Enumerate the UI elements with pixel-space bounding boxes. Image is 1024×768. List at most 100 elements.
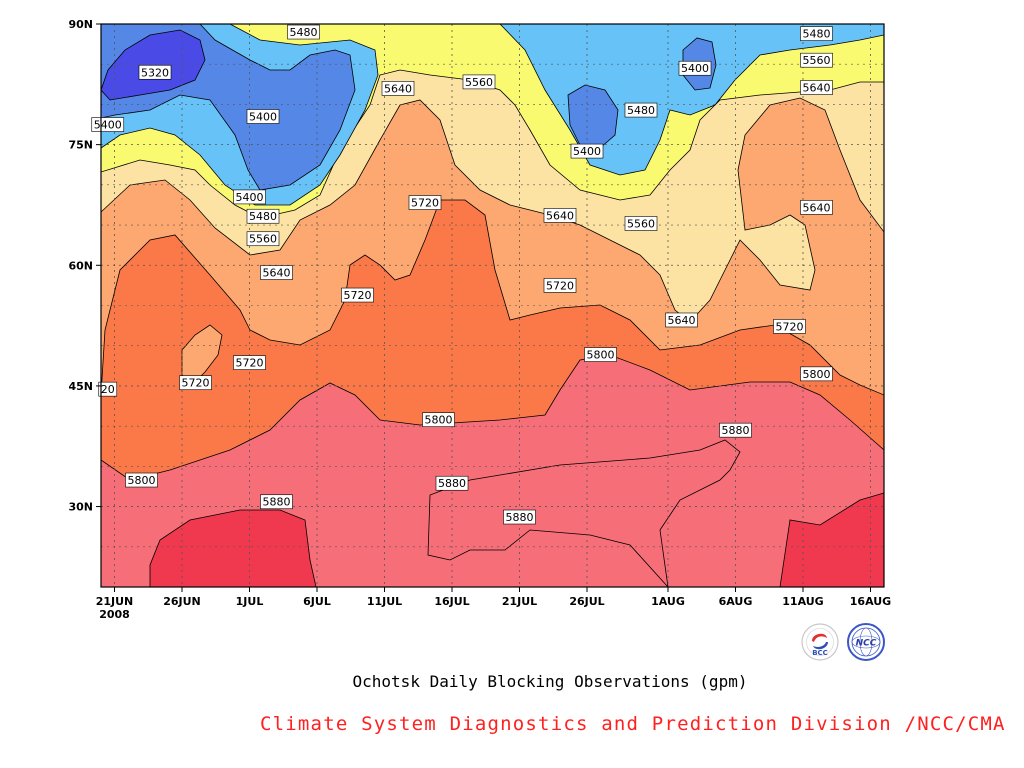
contour-label: 5800 xyxy=(584,347,617,362)
x-tick-label: 16JUL xyxy=(434,595,469,608)
contour-label-text: 5480 xyxy=(803,28,831,41)
contour-label-text: 5720 xyxy=(236,357,264,370)
contour-label: 5880 xyxy=(719,422,752,438)
contour-label: 5480 xyxy=(287,24,320,40)
contour-label-box xyxy=(719,422,752,438)
contour-label-box xyxy=(341,287,374,303)
ncc-logo: NCC xyxy=(846,622,886,662)
contour-label: 5800 xyxy=(800,366,833,382)
cell-5400-july xyxy=(567,84,619,149)
x-tick-label: 11JUL xyxy=(367,595,402,608)
contour-labels: 5480 5320 5400 5400 5640 5560 5400 5480 5400 5480… xyxy=(91,24,833,525)
x-tick-label: 6AUG xyxy=(719,595,753,608)
contour-label-text: 5800 xyxy=(803,368,831,381)
contour-label-box xyxy=(800,366,833,382)
x-tick-sublabel: 2008 xyxy=(99,608,130,621)
credit-line: Climate System Diagnostics and Predictio… xyxy=(260,713,1006,735)
contour-label-box xyxy=(246,109,280,124)
contour-label-text: 5400 xyxy=(236,191,264,204)
grid-lines xyxy=(101,24,884,587)
contour-label-text: 20 xyxy=(101,383,115,396)
contour-label-box xyxy=(462,74,496,90)
contour-label-box xyxy=(800,26,833,41)
contour-label-text: 5560 xyxy=(465,76,493,89)
contour-label: 5480 xyxy=(246,208,280,224)
contour-label-text: 5720 xyxy=(776,320,804,333)
contour-label-text: 5720 xyxy=(182,377,210,390)
contour-label-box xyxy=(233,189,266,205)
contour-label: 5320 xyxy=(138,64,172,80)
contour-label: 5640 xyxy=(665,312,698,328)
contour-label-text: 5560 xyxy=(249,233,277,246)
contour-label: 5720 xyxy=(543,278,577,293)
contour-label-box xyxy=(422,412,455,428)
x-tick-label: 1AUG xyxy=(651,595,685,608)
contour-label-text: 5400 xyxy=(94,119,122,132)
contour-label-text: 5480 xyxy=(290,26,318,39)
contour-label-text: 5560 xyxy=(627,217,655,230)
contour-label: 5800 xyxy=(422,412,455,428)
x-tick-label: 16AUG xyxy=(850,595,891,608)
contour-label-text: 5720 xyxy=(546,279,574,292)
contour-label: 5400 xyxy=(91,117,125,132)
contour-label: 5480 xyxy=(624,102,658,118)
x-tick-label: 26JUN xyxy=(163,595,201,608)
contour-label: 5400 xyxy=(246,109,280,124)
y-tick-label: 90N xyxy=(68,18,93,31)
contour-label-box xyxy=(246,208,280,224)
contour-label-text: 5880 xyxy=(263,496,291,509)
contour-label-box xyxy=(138,64,172,80)
contour-label-box xyxy=(408,195,442,210)
bcc-logo-text: BCC xyxy=(812,649,828,657)
contour-label-box xyxy=(624,216,658,231)
bcc-logo: BCC xyxy=(800,622,840,662)
contour-label: 5560 xyxy=(246,231,280,247)
contour-label-box xyxy=(260,265,293,280)
contour-label: 5640 xyxy=(260,265,293,280)
plot-frame xyxy=(100,23,885,588)
contour-label-text: 5800 xyxy=(425,414,453,427)
contour-label-box xyxy=(570,143,604,159)
x-tick-label: 21JUL xyxy=(502,595,537,608)
contour-label: 5880 xyxy=(503,509,536,525)
x-tick-label: 21JUN xyxy=(96,595,134,608)
contour-label: 5400 xyxy=(570,143,604,159)
contour-label-box xyxy=(98,381,118,397)
contour-label-box xyxy=(179,375,212,391)
contour-label: 5720 xyxy=(233,355,266,370)
y-tick-label: 60N xyxy=(68,259,93,272)
contour-label-box xyxy=(584,347,617,362)
contour-label-text: 5800 xyxy=(587,349,615,362)
contour-label-box xyxy=(233,355,266,370)
contour-label-text: 5400 xyxy=(681,62,709,75)
contour-label-box xyxy=(773,319,806,334)
contour-label-box xyxy=(800,52,833,68)
contour-label: 5720 xyxy=(341,287,374,303)
contour-label-box xyxy=(435,475,469,491)
contour-label: 5800 xyxy=(125,472,158,488)
ncc-logo-text: NCC xyxy=(856,639,877,649)
contour-label-text: 5480 xyxy=(627,104,655,117)
contour-label-text: 5640 xyxy=(384,82,412,95)
chart-caption: Ochotsk Daily Blocking Observations (gpm… xyxy=(352,672,748,691)
contour-label-text: 5880 xyxy=(722,424,750,437)
contour-label-box xyxy=(678,60,712,76)
y-axis: 30N 45N 60N 75N 90N xyxy=(68,18,101,514)
x-tick-label: 1JUL xyxy=(236,595,264,608)
contour-label-box xyxy=(800,200,833,215)
contour-label-box xyxy=(503,509,536,525)
contour-label-text: 5480 xyxy=(249,210,277,223)
contour-label: 5720 xyxy=(408,195,442,210)
contour-label-text: 5640 xyxy=(263,267,291,280)
contour-label-box xyxy=(381,81,415,96)
x-tick-label: 26JUL xyxy=(569,595,604,608)
contour-label-box xyxy=(543,278,577,293)
y-tick-label: 30N xyxy=(68,501,93,514)
contour-label: 20 xyxy=(98,381,118,397)
contour-label-box xyxy=(260,494,293,510)
contour-label-box xyxy=(800,80,833,95)
y-tick-label: 75N xyxy=(68,139,93,152)
contour-label: 5560 xyxy=(462,74,496,90)
